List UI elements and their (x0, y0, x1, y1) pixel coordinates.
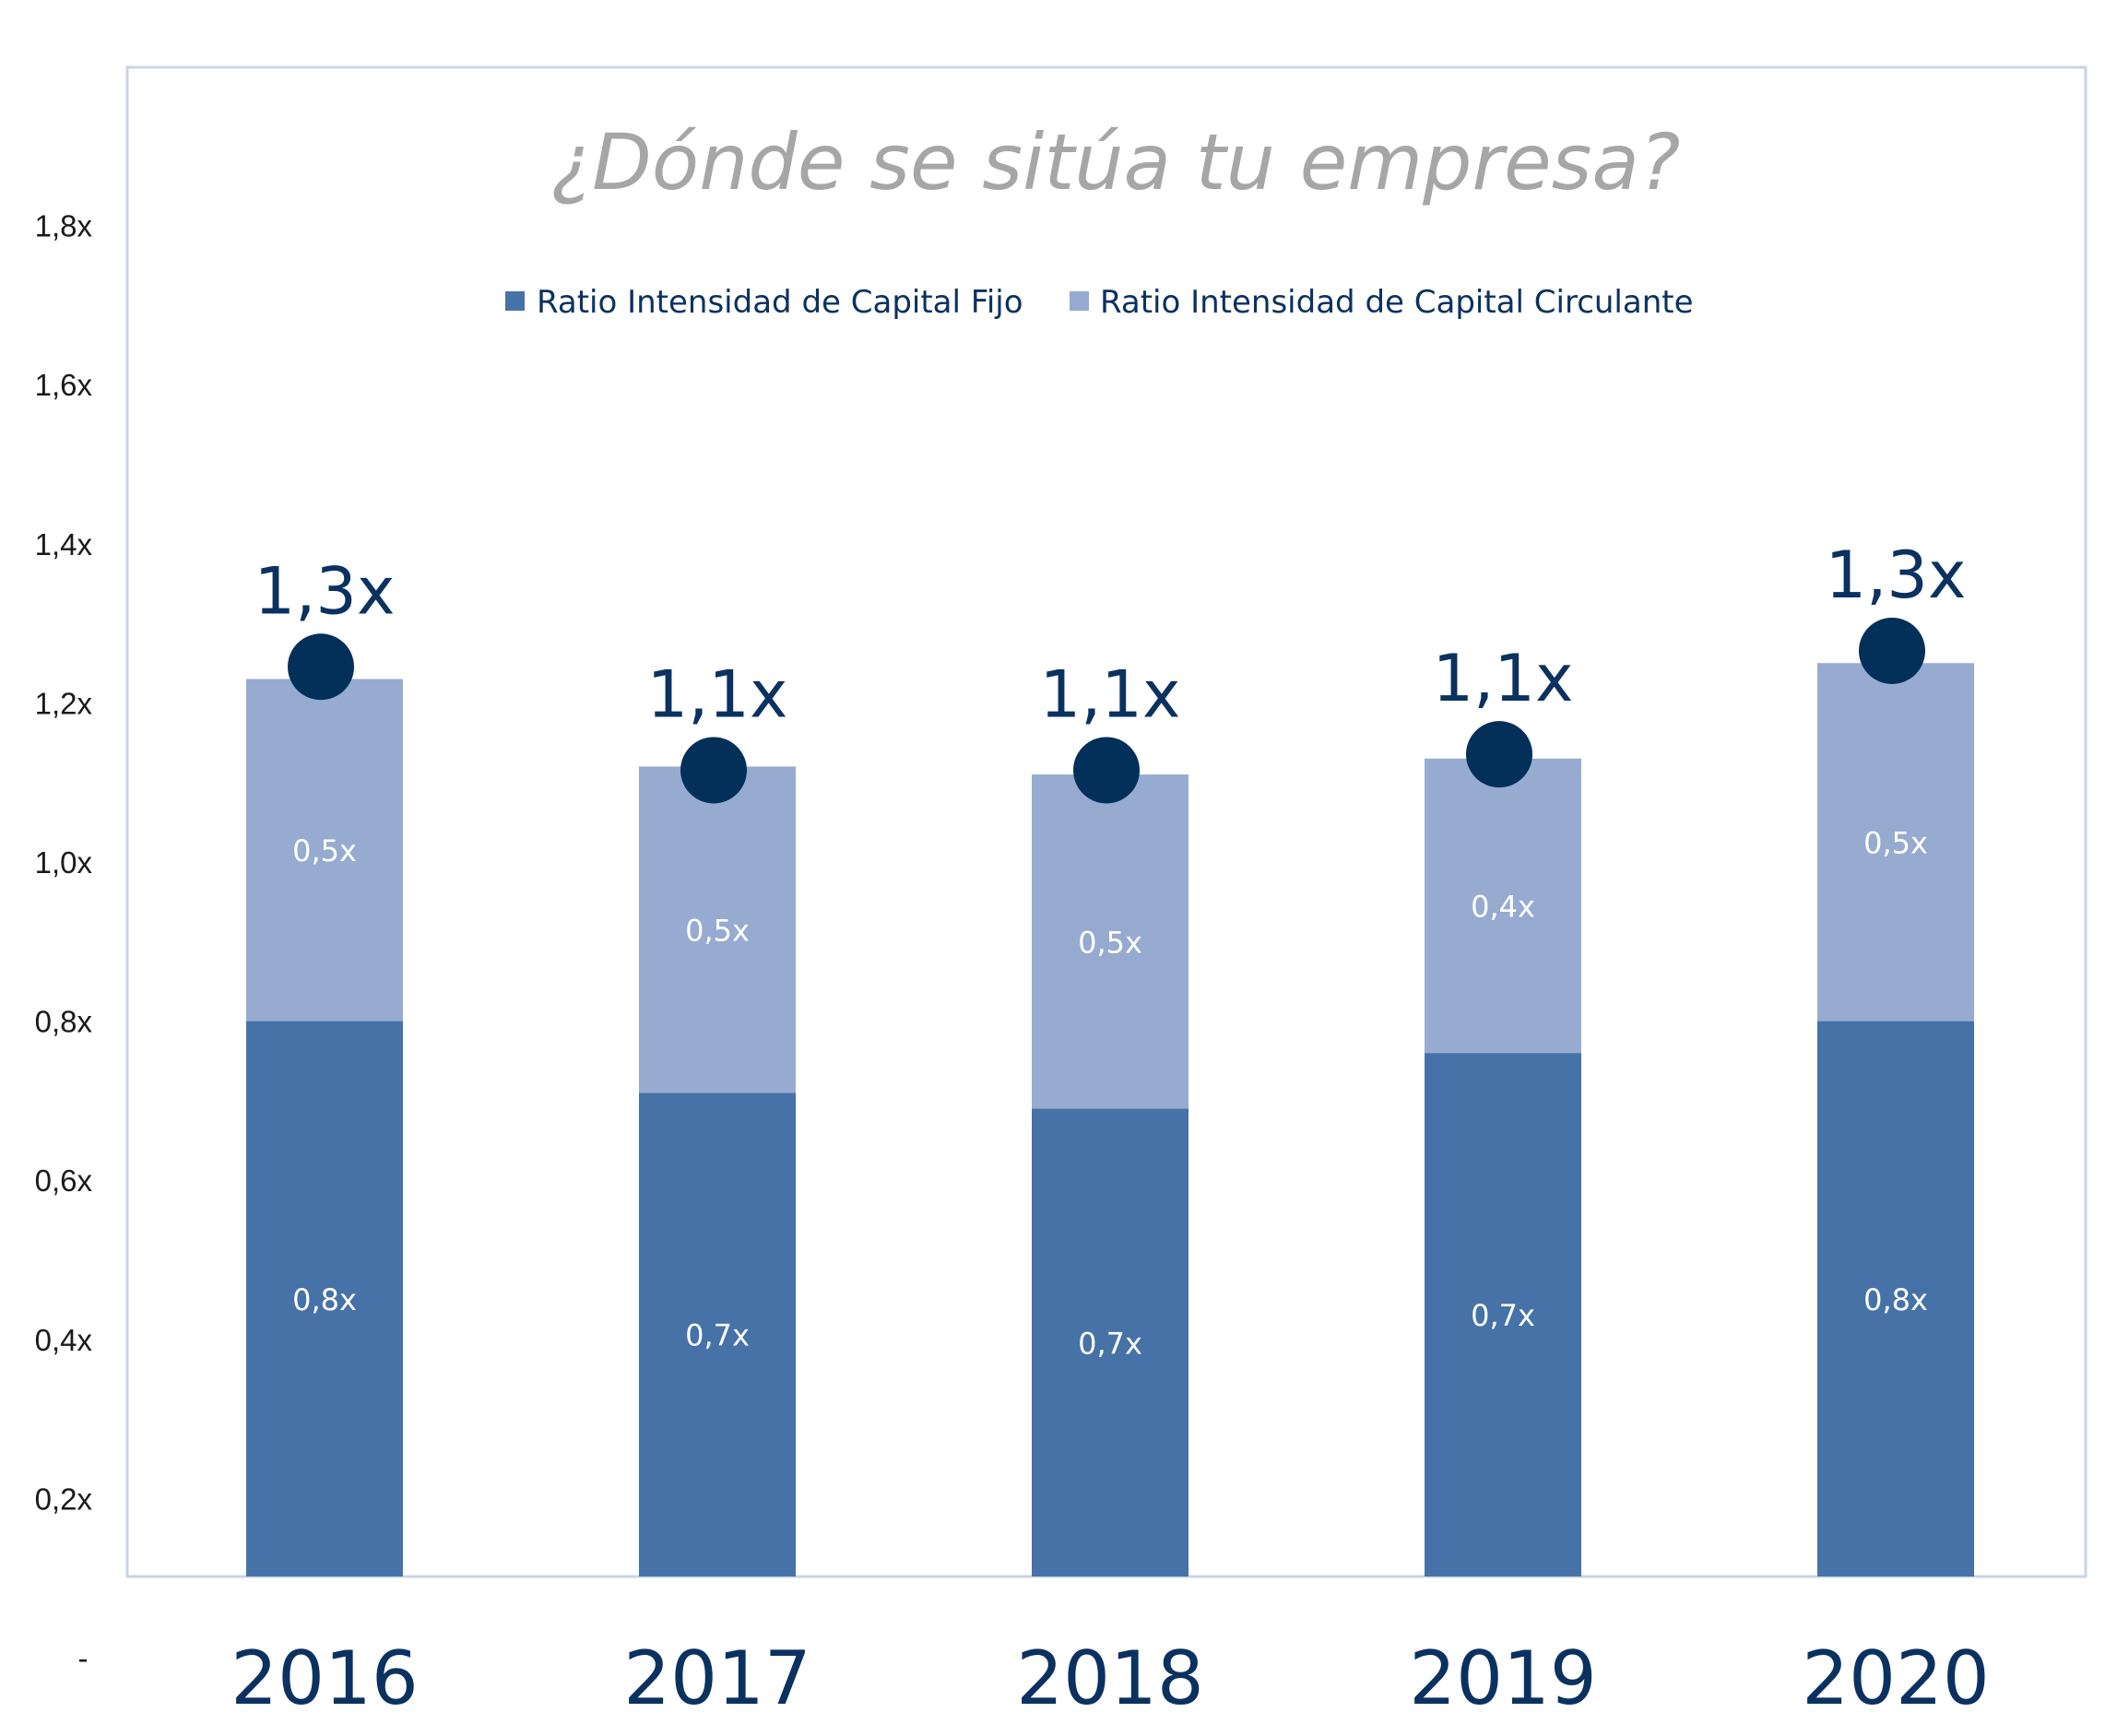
y-tick-label: 1,8x (35, 209, 93, 243)
y-tick-label: 1,0x (35, 845, 93, 880)
bar-segment-circulante (639, 766, 796, 1093)
bar-segment-circulante (1425, 758, 1581, 1054)
data-label: 0,8x (1863, 1282, 1928, 1317)
total-marker (288, 633, 354, 701)
bar-segment-fijo (1817, 1021, 1974, 1577)
bar-segment-fijo (246, 1021, 403, 1577)
data-label: 0,8x (292, 1282, 357, 1317)
x-tick-label: 2018 (1016, 1636, 1204, 1721)
data-label: 0,4x (1471, 889, 1535, 924)
legend-swatch-fijo (505, 291, 525, 311)
bar-segment-fijo (1032, 1108, 1189, 1577)
x-axis: 2016 2017 2018 2019 2020 (231, 1636, 1990, 1721)
y-tick-label: 1,4x (35, 527, 93, 561)
bar-segment-circulante (1817, 663, 1974, 1022)
legend: Ratio Intensidad de Capital Fijo Ratio I… (505, 284, 1694, 321)
bar-segment-circulante (246, 679, 403, 1022)
x-tick-label: 2017 (623, 1636, 811, 1721)
data-label: 0,5x (1863, 825, 1928, 860)
y-axis: - 0,2x 0,4x 0,6x 0,8x 1,0x 1,2x 1,4x 1,6x 1,8x (35, 209, 93, 1675)
data-label: 0,7x (1078, 1326, 1142, 1361)
total-label: 1,1x (647, 656, 788, 732)
y-tick-label: 1,6x (35, 368, 93, 402)
x-tick-label: 2019 (1409, 1636, 1597, 1721)
data-label: 0,7x (1471, 1298, 1535, 1333)
legend-label-circulante: Ratio Intensidad de Capital Circulante (1100, 284, 1694, 321)
data-label: 0,5x (685, 913, 750, 948)
total-marker (1859, 617, 1925, 684)
y-tick-label: 0,4x (35, 1323, 93, 1357)
bar-segment-fijo (1425, 1053, 1581, 1577)
bar-segment-fijo (639, 1092, 796, 1577)
total-label: 1,3x (254, 553, 396, 629)
y-tick-label: 0,8x (35, 1005, 93, 1039)
chart-title: ¿Dónde se sitúa tu empresa? (551, 117, 1681, 207)
total-label: 1,1x (1040, 656, 1181, 732)
bars (246, 663, 1974, 1577)
data-label: 0,7x (685, 1318, 750, 1353)
segment-labels: 0,8x 0,5x 0,7x 0,5x 0,7x 0,5x 0,7x 0,4x 0,8x 0,5x (292, 825, 1928, 1361)
y-tick-label: 0,6x (35, 1163, 93, 1198)
total-label: 1,3x (1826, 537, 1967, 613)
total-marker (1073, 737, 1140, 804)
totals: 1,3x 1,1x 1,1x 1,1x 1,3x (254, 537, 1967, 804)
legend-swatch-circulante (1070, 291, 1089, 311)
data-label: 0,5x (1078, 925, 1142, 960)
total-marker (680, 737, 747, 804)
x-tick-label: 2016 (231, 1636, 419, 1721)
bar-segment-circulante (1032, 774, 1189, 1109)
y-tick-label: 0,2x (35, 1482, 93, 1516)
total-label: 1,1x (1433, 641, 1574, 716)
total-marker (1466, 721, 1532, 788)
x-tick-label: 2020 (1802, 1636, 1990, 1721)
data-label: 0,5x (292, 833, 357, 868)
legend-label-fijo: Ratio Intensidad de Capital Fijo (537, 284, 1023, 321)
y-tick-label: - (78, 1641, 89, 1675)
y-tick-label: 1,2x (35, 686, 93, 720)
